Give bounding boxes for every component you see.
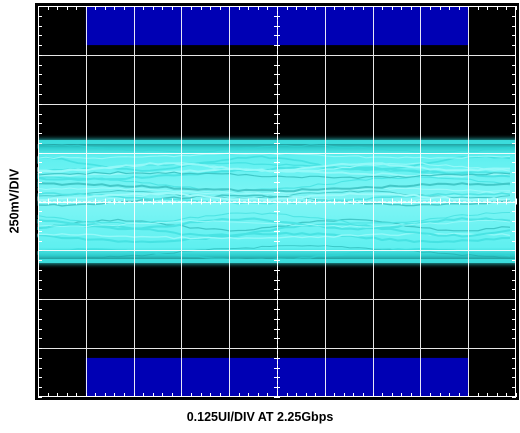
eye-trace <box>37 171 511 180</box>
eye-trace <box>37 223 511 238</box>
screen-outline <box>38 6 516 397</box>
eye-trace <box>37 190 511 200</box>
y-axis-label-wrap: 250mV/DIV <box>1 0 27 402</box>
eye-trace <box>37 218 511 232</box>
eye-trace <box>37 220 511 228</box>
eye-trace <box>36 217 511 231</box>
eye-trace <box>37 176 511 191</box>
eye-diagram-chart <box>35 3 519 400</box>
eye-trace <box>37 162 510 173</box>
x-axis-label: 0.125UI/DIV AT 2.25Gbps <box>186 410 334 424</box>
eye-trace <box>37 162 511 173</box>
eye-trace <box>36 231 511 244</box>
eye-trace <box>37 186 511 195</box>
eye-trace <box>37 245 511 261</box>
eye-trace <box>37 211 511 225</box>
y-axis-label: 250mV/DIV <box>7 168 21 234</box>
scope-screen <box>35 3 519 400</box>
eye-trace <box>37 192 511 202</box>
eye-trace <box>37 143 511 153</box>
eye-trace <box>36 182 511 193</box>
eye-traces <box>36 143 511 262</box>
eye-trace <box>36 165 511 181</box>
